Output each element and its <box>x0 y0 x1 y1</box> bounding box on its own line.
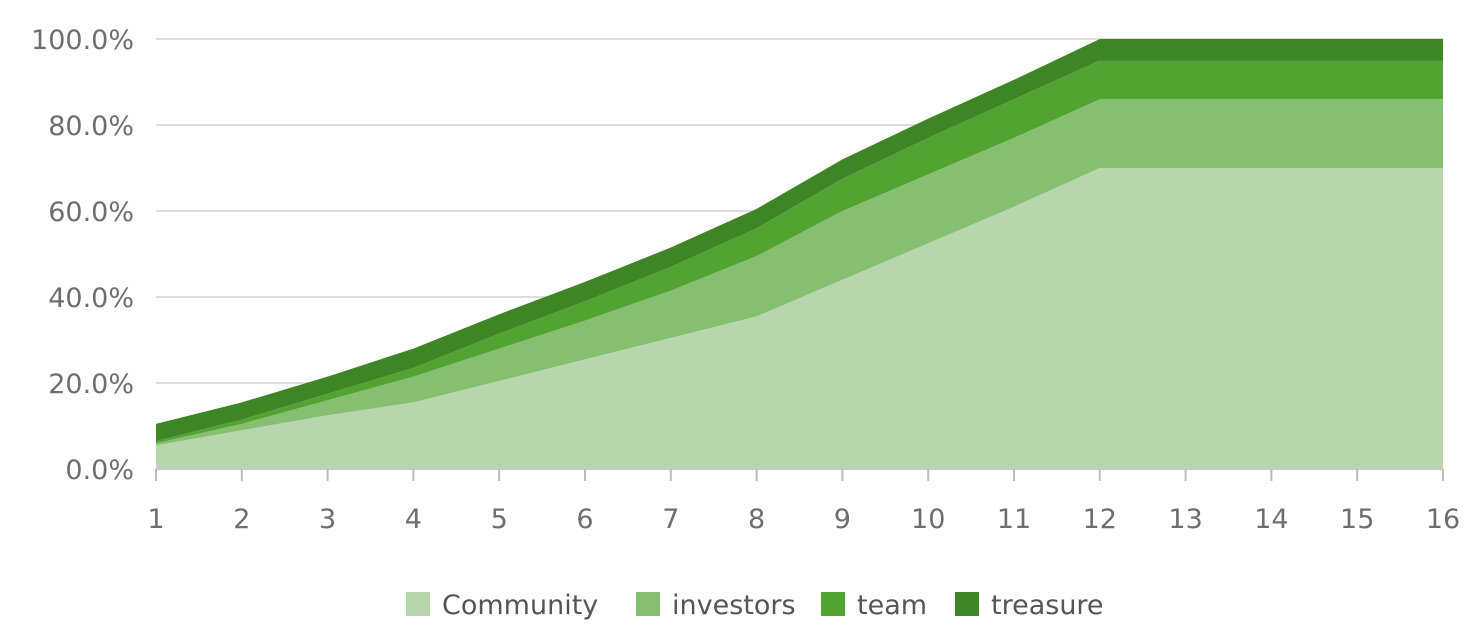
legend-item-team: team <box>821 590 927 621</box>
legend-swatch <box>821 592 845 616</box>
x-tick-label: 8 <box>748 504 765 535</box>
area-community <box>156 168 1443 469</box>
x-tick-label: 4 <box>405 504 422 535</box>
x-tick-label: 6 <box>576 504 593 535</box>
x-tick-label: 9 <box>834 504 851 535</box>
y-axis: 0.0% 20.0% 40.0% 60.0% 80.0% 100.0% <box>31 25 134 486</box>
x-tick-label: 2 <box>233 504 250 535</box>
x-tick-label: 10 <box>911 504 945 535</box>
legend-item-community: Community <box>406 590 598 621</box>
area-investors <box>156 99 1443 446</box>
legend-item-treasure: treasure <box>955 590 1104 621</box>
legend-label: investors <box>672 590 796 621</box>
legend-label: Community <box>442 590 598 621</box>
y-tick-label: 0.0% <box>65 455 134 486</box>
y-tick-label: 20.0% <box>48 369 134 400</box>
legend-swatch <box>636 592 660 616</box>
legend-swatch <box>406 592 430 616</box>
area-series <box>156 39 1443 469</box>
x-tick-label: 16 <box>1426 504 1460 535</box>
x-tick-label: 11 <box>997 504 1031 535</box>
legend-label: treasure <box>991 590 1104 621</box>
area-treasure <box>156 39 1443 442</box>
x-tick-label: 12 <box>1083 504 1117 535</box>
y-tick-label: 60.0% <box>48 197 134 228</box>
y-tick-label: 100.0% <box>31 25 134 56</box>
y-tick-label: 80.0% <box>48 111 134 142</box>
x-tick-label: 15 <box>1340 504 1374 535</box>
x-tick-label: 3 <box>319 504 336 535</box>
legend-label: team <box>857 590 927 621</box>
y-tick-label: 40.0% <box>48 283 134 314</box>
x-axis: 1 2 3 4 5 6 7 8 9 10 11 12 13 14 15 16 <box>147 468 1460 535</box>
x-tick-label: 5 <box>491 504 508 535</box>
area-team <box>156 60 1443 444</box>
legend: Community investors team treasure <box>406 590 1104 621</box>
x-tick-label: 13 <box>1168 504 1202 535</box>
x-tick-label: 14 <box>1254 504 1288 535</box>
legend-swatch <box>955 592 979 616</box>
legend-item-investors: investors <box>636 590 796 621</box>
x-tick-label: 1 <box>147 504 164 535</box>
x-tick-label: 7 <box>662 504 679 535</box>
